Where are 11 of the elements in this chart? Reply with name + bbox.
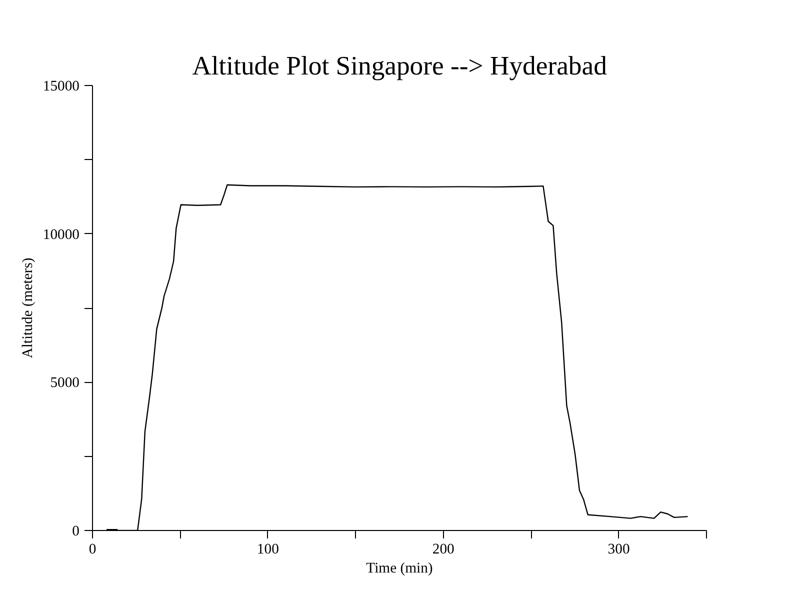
y-axis-title: Altitude (meters): [20, 258, 36, 358]
y-tick-label: 5000: [50, 375, 80, 392]
chart-title: Altitude Plot Singapore --> Hyderabad: [192, 50, 607, 80]
x-tick-label: 300: [608, 542, 630, 558]
x-tick-label: 200: [432, 542, 454, 558]
x-tick-label: 0: [88, 542, 96, 558]
x-tick-label: 100: [256, 542, 279, 558]
y-tick-label: 10000: [42, 226, 80, 243]
y-tick-label: 15000: [42, 78, 80, 94]
x-axis-title: Time (min): [366, 560, 433, 576]
y-tick-label: 0: [72, 524, 80, 540]
